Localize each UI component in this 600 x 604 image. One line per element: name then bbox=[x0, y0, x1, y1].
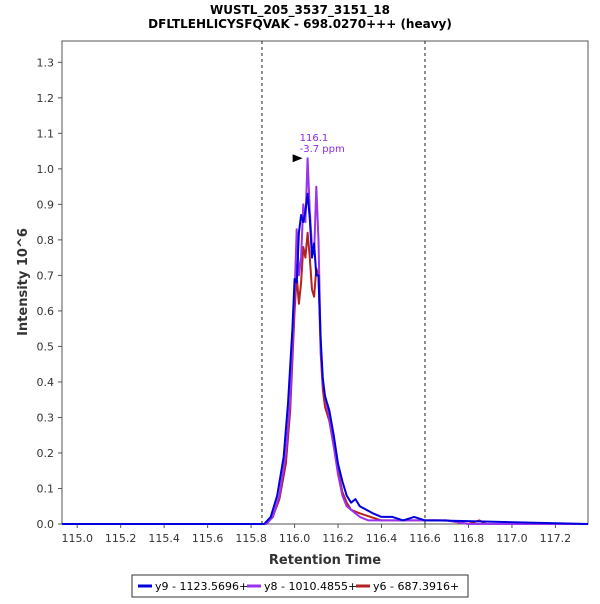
peak-annotation: 116.1-3.7 ppm bbox=[292, 133, 345, 163]
x-tick-label: 117.2 bbox=[540, 532, 572, 545]
x-tick-label: 115.2 bbox=[105, 532, 137, 545]
chart-subtitle: DFLTLEHLICYSFQVAK - 698.0270+++ (heavy) bbox=[148, 17, 452, 31]
x-tick-label: 115.6 bbox=[192, 532, 224, 545]
y-tick-label: 0.4 bbox=[37, 376, 55, 389]
y-tick-label: 0.7 bbox=[37, 269, 55, 282]
y-tick-label: 1.1 bbox=[37, 127, 55, 140]
y-tick-label: 0.1 bbox=[37, 482, 55, 495]
y-tick-label: 1.0 bbox=[37, 163, 55, 176]
x-tick-label: 116.2 bbox=[322, 532, 354, 545]
x-tick-label: 115.8 bbox=[235, 532, 267, 545]
y-tick-label: 0.8 bbox=[37, 234, 55, 247]
y-tick-label: 0.5 bbox=[37, 340, 55, 353]
x-axis-title: Retention Time bbox=[269, 553, 381, 568]
peak-annotation-text: -3.7 ppm bbox=[300, 144, 345, 155]
y-tick-label: 1.3 bbox=[37, 56, 55, 69]
peak-annotation-text: 116.1 bbox=[300, 133, 329, 144]
y-tick-label: 0.2 bbox=[37, 447, 55, 460]
y-tick-label: 1.2 bbox=[37, 92, 55, 105]
y-tick-label: 0.6 bbox=[37, 305, 55, 318]
legend-label: y6 - 687.3916+ bbox=[373, 580, 459, 593]
x-tick-label: 116.6 bbox=[409, 532, 441, 545]
y-tick-label: 0.3 bbox=[37, 411, 55, 424]
legend: y9 - 1123.5696+ y8 - 1010.4855+ y6 - 687.3… bbox=[131, 574, 469, 598]
chart-title: WUSTL_205_3537_3151_18 bbox=[210, 3, 390, 18]
y-axis-title: Intensity 10^6 bbox=[16, 228, 31, 336]
plot-area bbox=[61, 40, 589, 525]
x-tick-label: 116.8 bbox=[453, 532, 485, 545]
y-axis: 0.0 0.1 0.2 0.3 0.4 0.5 0.6 0.7 0.8 0.9 1.0 1.1 1.2 1… bbox=[37, 56, 62, 531]
x-tick-label: 115.4 bbox=[148, 532, 180, 545]
integration-bounds bbox=[261, 41, 426, 524]
x-tick-label: 116.4 bbox=[366, 532, 398, 545]
x-tick-label: 117.0 bbox=[496, 532, 528, 545]
y-tick-label: 0.0 bbox=[37, 518, 55, 531]
x-tick-label: 116.0 bbox=[279, 532, 311, 545]
legend-box bbox=[131, 574, 469, 598]
y-tick-label: 0.9 bbox=[37, 198, 55, 211]
peak-marker bbox=[292, 154, 303, 163]
x-axis: 115.0 115.2 115.4 115.6 115.8 116.0 116.2 116.4… bbox=[61, 524, 571, 545]
series-lines bbox=[62, 157, 589, 525]
series-line bbox=[62, 192, 589, 525]
legend-label: y8 - 1010.4855+ bbox=[264, 580, 357, 593]
legend-label: y9 - 1123.5696+ bbox=[155, 580, 248, 593]
x-tick-label: 115.0 bbox=[61, 532, 93, 545]
